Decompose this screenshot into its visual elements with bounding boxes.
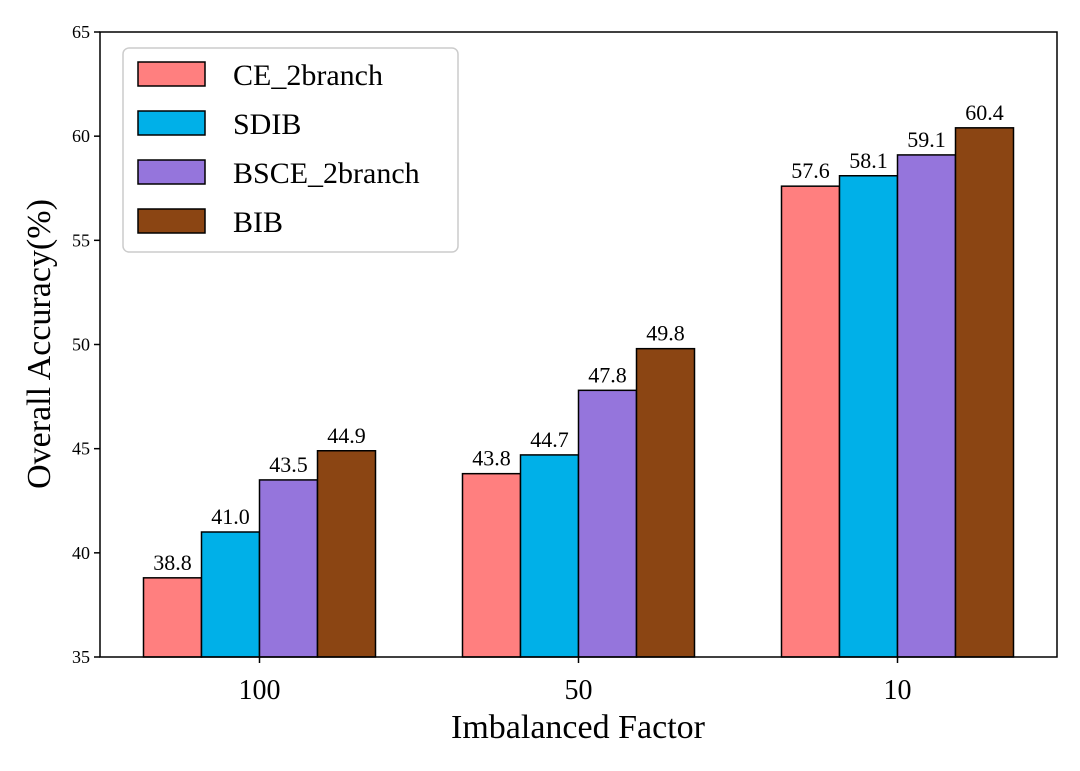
legend-box [122,47,459,253]
data-label: 59.1 [907,127,946,152]
data-label: 43.5 [269,452,308,477]
y-tick-label: 65 [72,22,90,42]
y-axis: 35 40 45 50 55 60 65 [72,22,100,667]
bar-bsce-2branch-100 [258,479,319,658]
data-labels: 38.8 43.8 57.6 41.0 44.7 58.1 43.5 47.8 59.1 44.9… [153,100,1004,575]
legend-swatch [137,110,206,136]
x-tick-label: 100 [239,675,281,706]
bar-bib-100 [316,450,377,658]
bar-sdib-10 [838,175,899,658]
data-label: 41.0 [211,504,250,529]
data-label: 49.8 [646,321,685,346]
data-label: 60.4 [965,100,1004,125]
data-label: 57.6 [791,158,830,183]
x-tick-label: 50 [565,675,593,706]
bar-bsce-2branch-10 [896,154,957,658]
legend-label: SDIB [233,108,301,141]
legend: CE_2branch SDIB BSCE_2branch BIB [122,47,459,253]
legend-swatch [137,159,206,185]
data-label: 38.8 [153,550,192,575]
bar-bib-10 [954,127,1015,658]
bar-bib-50 [635,347,696,658]
y-tick-label: 45 [72,439,90,459]
bar-sdib-50 [519,454,580,658]
bar-ce-2branch-100 [142,577,203,658]
data-label: 44.7 [530,427,569,452]
y-tick-label: 40 [72,543,90,563]
legend-label: BSCE_2branch [233,157,420,190]
x-tick-label: 10 [884,675,912,706]
data-label: 47.8 [588,362,627,387]
y-axis-title: Overall Accuracy(%) [21,199,58,489]
y-tick-label: 55 [72,230,90,250]
legend-swatch [137,61,206,87]
bar-ce-2branch-10 [780,185,841,658]
legend-label: BIB [233,206,283,239]
y-tick-label: 50 [72,335,90,355]
y-tick-label: 35 [72,647,90,667]
bar-bsce-2branch-50 [577,389,638,658]
legend-swatch [137,208,206,234]
bar-sdib-100 [200,531,261,658]
x-axis: 100 50 10 [239,657,912,706]
legend-label: CE_2branch [233,59,383,92]
x-axis-title: Imbalanced Factor [451,709,706,746]
bars [142,127,1015,658]
data-label: 43.8 [472,446,511,471]
bar-ce-2branch-50 [461,472,522,658]
data-label: 44.9 [327,423,366,448]
data-label: 58.1 [849,148,888,173]
y-tick-label: 60 [72,126,90,146]
